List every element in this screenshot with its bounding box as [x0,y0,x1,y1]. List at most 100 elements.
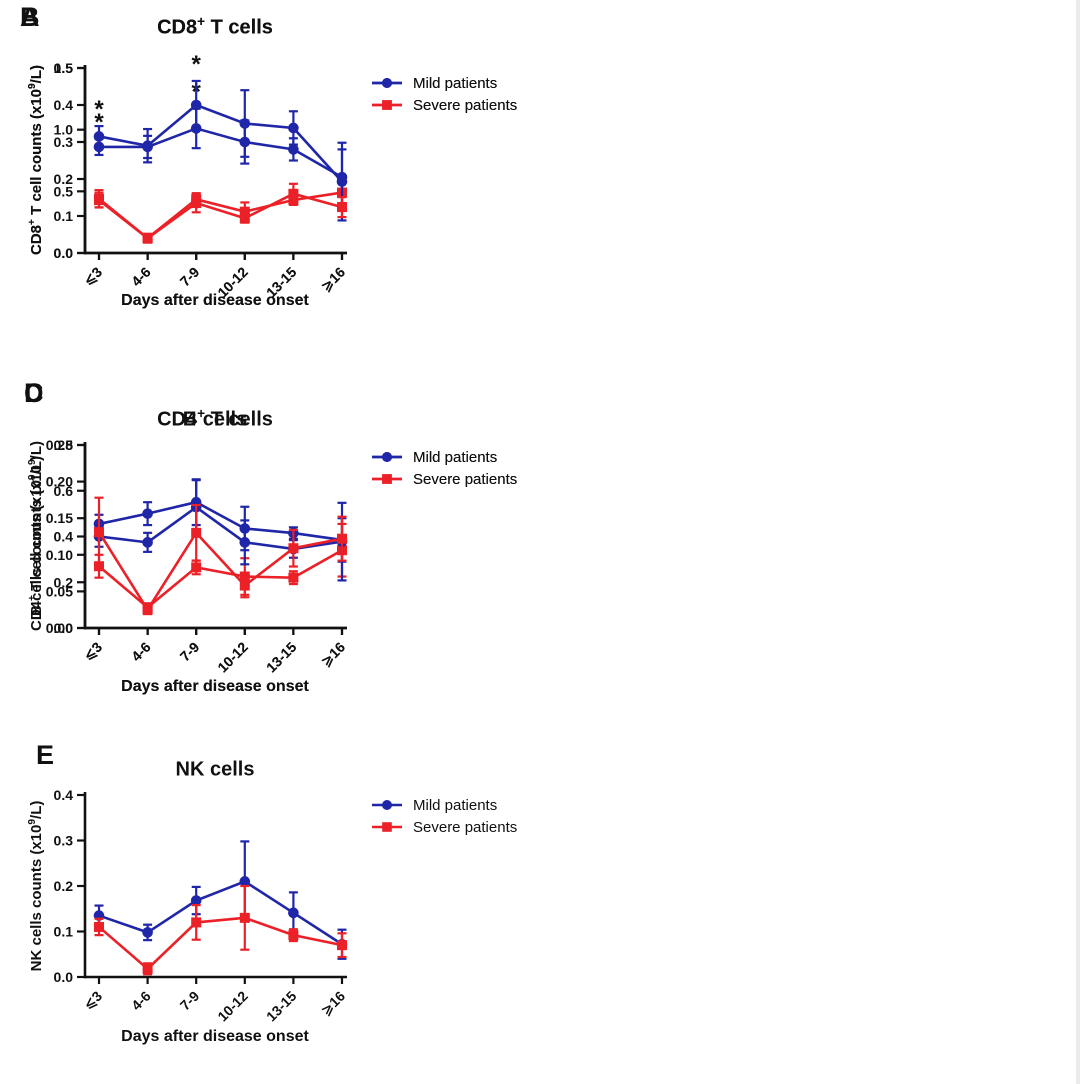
legend-item-severe: Severe patients [370,94,517,116]
series-severe [94,884,347,976]
y-tick-label: 0.0 [54,245,74,261]
x-tick-label: 4-6 [128,639,154,665]
mild-series-marker-icon [372,452,402,462]
y-tick-label: 0.20 [46,474,73,490]
panel-letter: B [20,2,40,32]
panel-letter: C [24,378,44,408]
legend-label: Mild patients [413,448,498,466]
data-point-severe [94,195,104,206]
x-tick-label: ⩾16 [317,639,348,670]
x-tick-label: ⩾16 [317,988,348,1019]
data-point-severe [337,533,347,544]
data-point-severe [288,188,299,199]
legend-label: Severe patients [413,470,518,488]
series-severe [94,496,347,616]
x-tick-label: ⩾16 [317,264,348,295]
panel-nk-cells: E NK cells NK cells counts (x109/L) 0.0 0… [0,730,540,1080]
y-tick-label: 0.2 [54,878,74,894]
data-point-mild [239,537,251,548]
severe-series-marker-icon [372,100,402,110]
x-axis-label: Days after disease onset [121,678,309,695]
x-tick-label: 4-6 [128,264,154,290]
x-tick-label: ⩽3 [80,639,105,664]
series-mild [93,840,348,960]
y-tick-label: 0.4 [54,787,74,803]
y-tick-label: 0.3 [54,134,74,150]
series-mild [93,79,348,222]
data-point-severe [239,580,250,591]
data-point-severe [191,527,202,538]
x-tick-label: 7-9 [177,988,203,1014]
legend-label: Severe patients [413,96,518,114]
chart-title: NK cells [175,758,255,781]
x-axis-label: Days after disease onset [121,292,309,309]
chart-b-cells: 0.00 0.05 0.10 0.15 0.20 0.25 ⩽3 4-6 7-9 10-12 13-… [46,437,349,676]
severe-series-marker-icon [372,474,402,484]
y-tick-label: 0.1 [54,208,74,224]
y-tick-label: 0.0 [54,245,74,261]
chart-title: B cells [182,408,248,431]
series-mild [93,479,348,582]
x-axis-label: Days after disease onset [121,292,309,309]
x-tick-label: 10-12 [214,988,251,1025]
panel-cd8-t-cells: B CD8+ T cells CD8+ T cell counts (x109/… [0,0,540,350]
y-tick-label: 0.3 [54,833,74,849]
x-tick-label: 13-15 [263,988,300,1025]
data-point-severe [239,912,250,923]
mild-series-marker-icon [372,78,402,88]
data-point-severe [337,940,347,951]
data-point-mild [93,131,105,142]
data-point-severe [239,206,250,217]
x-tick-label: ⩽3 [80,264,105,289]
data-point-severe [94,921,104,932]
data-point-mild [142,508,153,519]
data-point-mild [288,122,299,134]
data-point-severe [239,213,250,224]
y-tick-label: 0.6 [54,483,74,499]
x-tick-label: 10-12 [214,639,251,676]
series-severe [94,182,347,244]
panel-letter: D [24,378,44,408]
legend-label: Mild patients [413,74,498,92]
chart-nk-cells: 0.0 0.1 0.2 0.3 0.4 ⩽3 4-6 7-9 10-12 13-15 ⩾16 [54,787,349,1025]
data-point-mild [239,118,251,129]
significance-asterisk: * [94,96,104,123]
legend-label: Mild patients [413,74,498,92]
data-point-mild [288,144,299,155]
severe-series-marker-icon [372,822,402,832]
x-tick-label: 4-6 [128,988,154,1014]
data-point-mild [142,537,153,548]
data-point-mild [190,895,202,906]
data-point-mild [190,99,202,111]
page-edge-strip [1076,0,1080,1084]
x-axis-label: Days after disease onset [121,678,309,695]
x-tick-label: 7-9 [177,264,203,290]
y-tick-label: 1.0 [54,122,74,138]
y-tick-label: 0.5 [54,183,74,199]
chart-title: CD3+ T cells [157,14,273,39]
x-tick-label: ⩽3 [80,988,105,1013]
data-point-severe [191,198,202,209]
y-tick-label: 0.5 [54,60,74,76]
chart-cd8-t-cells: 0.00.10.20.30.40.5⩽3 4-6 7-9 10-12 13-15 ⩾16*… [54,51,349,300]
y-tick-label: 0.10 [46,547,73,563]
data-point-mild [288,907,299,919]
legend-item-severe: Severe patients [370,468,517,490]
y-tick-label: 1.5 [54,60,74,76]
y-tick-label: 0.00 [46,620,73,636]
y-tick-label: 0.0 [54,620,74,636]
legend: Mild patients Severe patients [370,794,517,838]
legend: Mild patients Severe patients [370,446,517,490]
significance-asterisk: * [192,51,202,78]
y-tick-label: 0.2 [54,171,74,187]
data-point-mild [142,927,153,938]
y-tick-label: 0.8 [54,437,74,453]
panel-letter: A [20,2,40,32]
y-tick-label: 0.0 [54,969,74,985]
legend-label: Severe patients [413,818,518,836]
data-point-severe [337,202,347,213]
y-tick-label: 0.1 [54,924,74,940]
data-point-severe [94,527,104,538]
data-point-mild [239,876,251,887]
legend-label: Mild patients [413,448,498,466]
